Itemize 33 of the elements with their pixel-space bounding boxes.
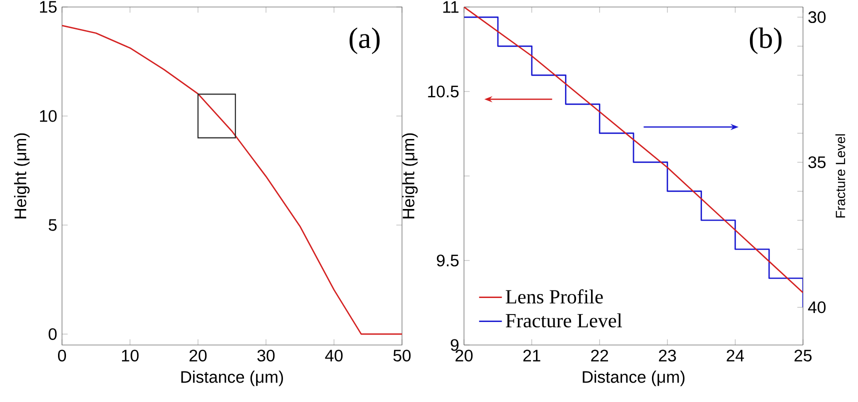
x-tick-label: 0 xyxy=(58,350,66,362)
x-axis-title: Distance (μm) xyxy=(582,370,684,386)
x-axis-title: Distance (μm) xyxy=(181,370,283,386)
y2-tick-label: 30 xyxy=(808,11,826,24)
y-tick-label: 10.5 xyxy=(428,86,459,98)
x-tick-label: 25 xyxy=(794,350,812,362)
x-tick-label: 22 xyxy=(591,350,608,362)
y-tick-label: 0 xyxy=(48,328,57,340)
y-axis-title: Height (μm) xyxy=(14,133,30,218)
x-tick-label: 10 xyxy=(122,350,139,362)
x-tick-label: 30 xyxy=(257,350,275,362)
x-tick-label: 24 xyxy=(726,350,744,362)
y-tick-label: 5 xyxy=(48,219,57,231)
legend-label: Lens Profile xyxy=(506,289,603,304)
x-tick-label: 50 xyxy=(393,350,411,362)
y-tick-label: 15 xyxy=(40,1,57,13)
annotation: (b) xyxy=(750,28,782,54)
y-tick-label: 9 xyxy=(450,339,459,351)
y-tick-label: 11 xyxy=(443,1,458,13)
x-tick-label: 23 xyxy=(658,350,676,362)
y2-tick-label: 40 xyxy=(808,301,826,314)
line-series xyxy=(62,24,402,335)
x-tick-label: 40 xyxy=(325,350,343,362)
x-tick-label: 20 xyxy=(190,350,207,362)
y-axis-title: Height (μm) xyxy=(402,133,418,218)
y2-tick-label: 35 xyxy=(808,156,826,168)
x-tick-label: 21 xyxy=(523,350,540,362)
legend-label: Fracture Level xyxy=(506,313,622,328)
y2-axis-title: Fracture Level xyxy=(835,134,846,218)
y-tick-label: 10 xyxy=(40,110,57,122)
annotation: (a) xyxy=(350,28,380,54)
x-tick-label: 20 xyxy=(456,350,473,362)
y-tick-label: 9.5 xyxy=(436,254,459,266)
